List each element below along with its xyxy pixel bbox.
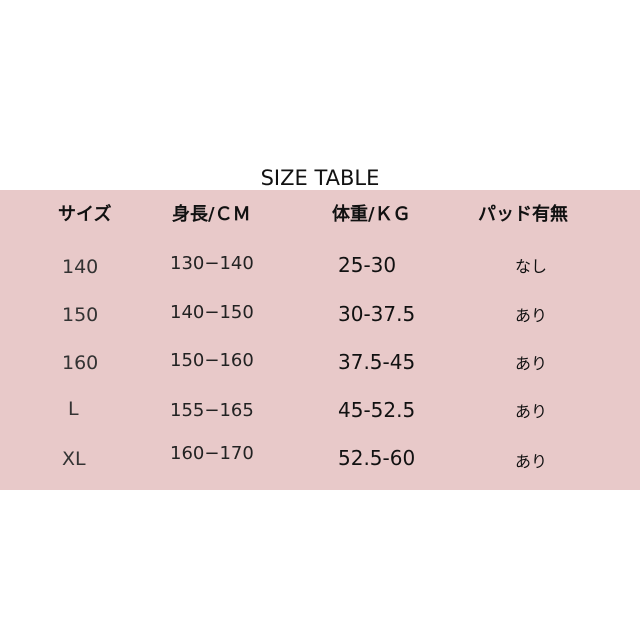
table-cell-height: 155−165 (170, 400, 254, 421)
table-title: SIZE TABLE (260, 166, 380, 190)
table-cell-pad: なし (515, 257, 548, 276)
table-background-band (0, 190, 640, 490)
table-cell-size: L (68, 398, 79, 420)
table-cell-height: 130−140 (170, 253, 254, 274)
header-pad: パッド有無 (478, 204, 568, 225)
table-cell-weight: 37.5-45 (338, 350, 416, 374)
table-cell-pad: あり (515, 354, 548, 373)
table-cell-pad: あり (515, 402, 548, 421)
table-cell-height: 140−150 (170, 302, 254, 323)
table-cell-height: 160−170 (170, 443, 254, 464)
header-size: サイズ (58, 204, 112, 225)
table-cell-weight: 25-30 (338, 253, 397, 277)
table-cell-weight: 52.5-60 (338, 446, 416, 470)
table-cell-weight: 45-52.5 (338, 398, 416, 422)
table-cell-size: XL (62, 448, 86, 470)
table-cell-pad: あり (515, 452, 548, 471)
table-cell-weight: 30-37.5 (338, 302, 416, 326)
table-cell-height: 150−160 (170, 350, 254, 371)
table-cell-size: 150 (62, 304, 99, 326)
header-weight: 体重/ＫＧ (332, 204, 411, 225)
table-cell-size: 160 (62, 352, 99, 374)
header-height: 身長/ＣＭ (172, 204, 251, 225)
table-cell-size: 140 (62, 256, 99, 278)
table-cell-pad: あり (515, 306, 548, 325)
